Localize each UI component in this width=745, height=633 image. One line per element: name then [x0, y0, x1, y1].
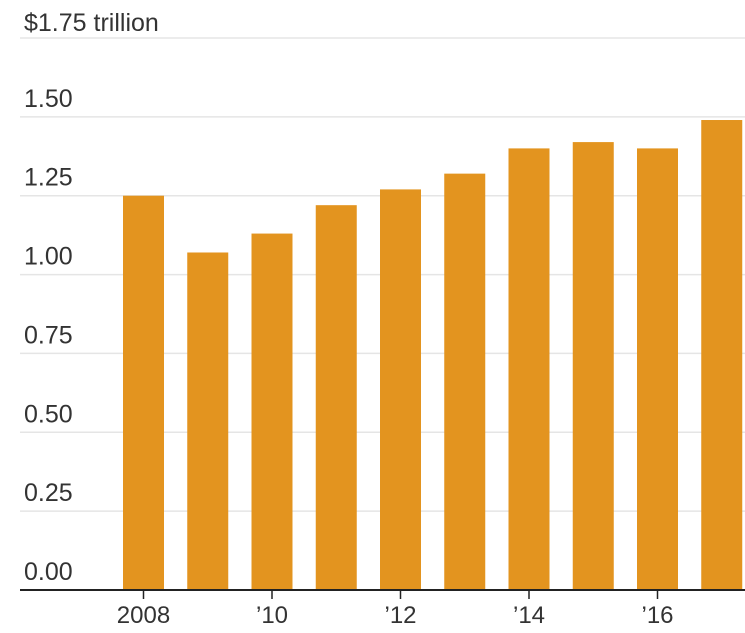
x-tick-label: ’16	[641, 602, 673, 629]
y-tick-label: 0.50	[24, 400, 73, 428]
x-tick-label: ’14	[513, 602, 545, 629]
bars	[123, 120, 743, 591]
bar-2016	[637, 148, 678, 590]
bar-2017	[701, 120, 743, 591]
y-tick-label: 1.50	[24, 85, 73, 113]
x-tick-label: ’10	[256, 602, 288, 629]
bar-2014	[508, 148, 550, 590]
bar-2013	[444, 173, 486, 591]
bar-2011	[315, 205, 357, 591]
y-tick-label: 1.25	[24, 164, 73, 192]
y-tick-label: 1.00	[24, 243, 73, 271]
bar-2008	[123, 195, 164, 590]
y-tick-label: 0.25	[24, 479, 73, 507]
y-tick-label: 0.00	[24, 558, 73, 586]
x-tick-label: ’12	[384, 602, 416, 629]
bar-2010	[251, 233, 293, 590]
x-axis-labels: 2008 ’10 ’12 ’14 ’16	[117, 590, 674, 629]
y-tick-label: $1.75 trillion	[24, 9, 159, 37]
bar-2009	[187, 252, 229, 590]
y-tick-label: 0.75	[24, 321, 73, 349]
bar-2012	[380, 189, 421, 591]
bar-2015	[572, 142, 614, 590]
x-tick-label: 2008	[117, 602, 170, 629]
y-axis-labels: 0.00 0.25 0.50 0.75 1.00 1.25 1.50 $1.75 trilli…	[24, 9, 159, 586]
